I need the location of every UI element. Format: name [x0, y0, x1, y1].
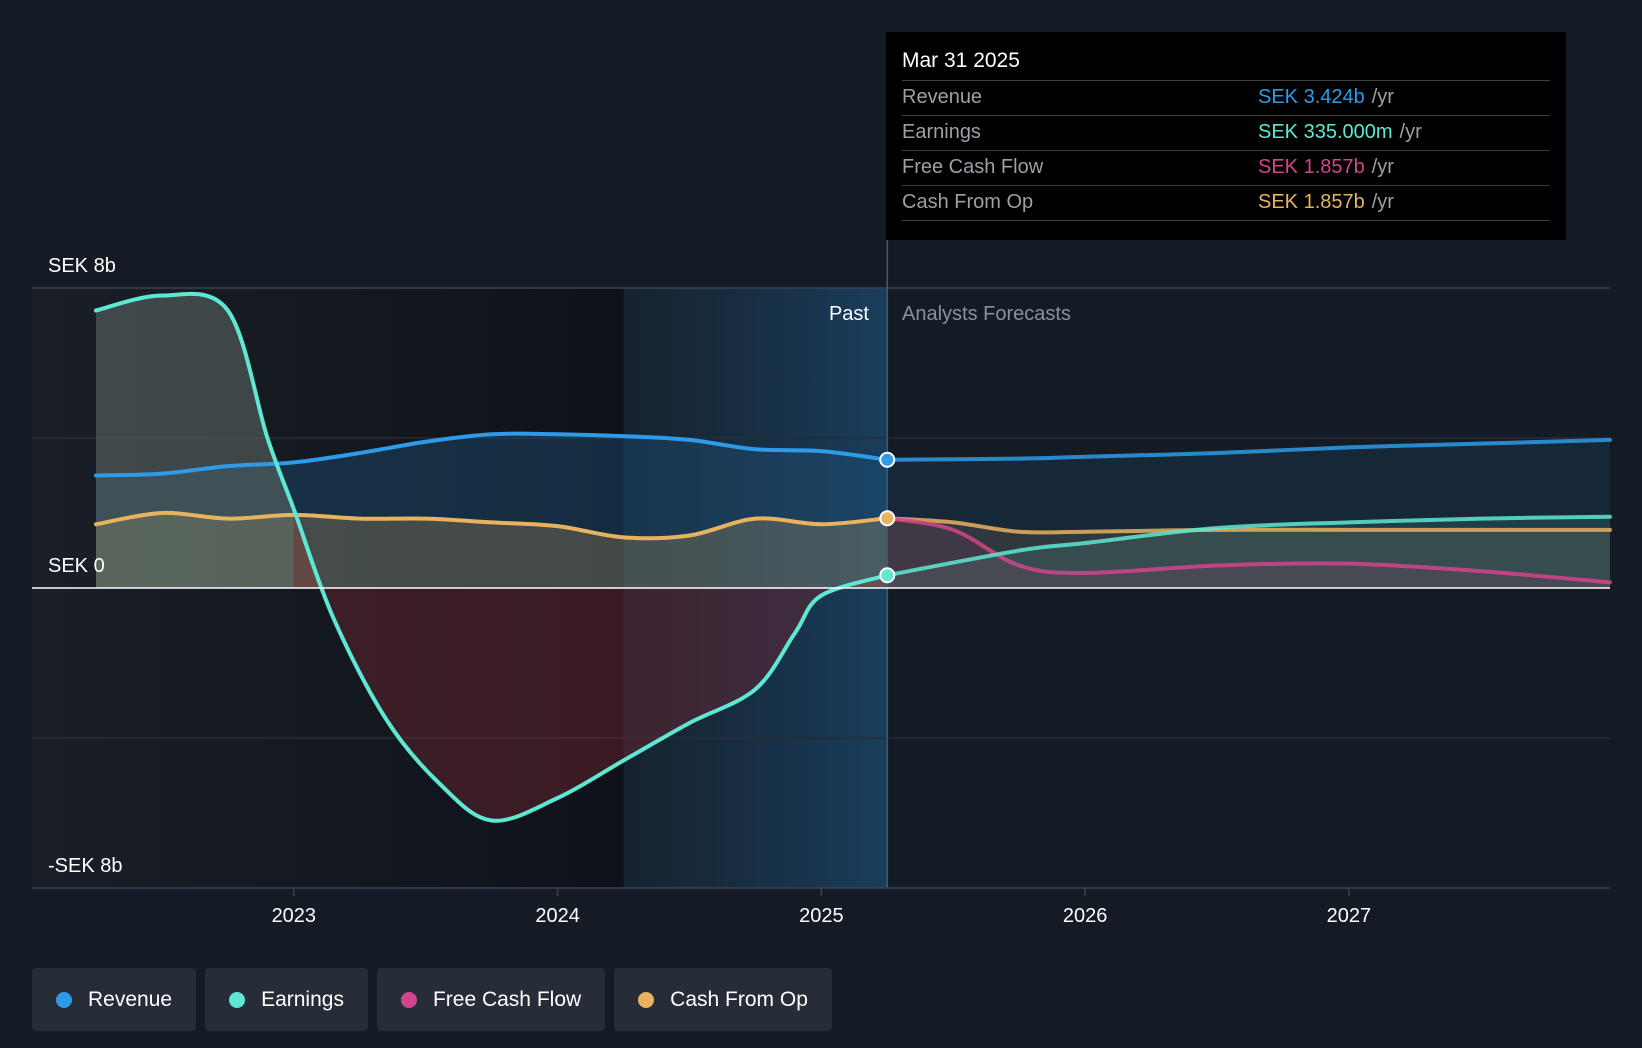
- legend: Revenue Earnings Free Cash Flow Cash Fro…: [32, 968, 832, 1031]
- analysts-forecasts-label: Analysts Forecasts: [902, 303, 1071, 325]
- tooltip-label: Cash From Op: [902, 191, 1034, 213]
- tooltip-row-cash-from-op: Cash From Op SEK 1.857b /yr: [902, 185, 1550, 221]
- cash-from-op-forecast-area: [887, 518, 1610, 588]
- cash-from-op-line-past: [94, 510, 890, 541]
- y-tick-top: SEK 8b: [48, 255, 116, 277]
- revenue-line-forecast: [885, 437, 1612, 462]
- legend-item-cash-from-op[interactable]: Cash From Op: [614, 968, 832, 1031]
- past-label: Past: [829, 303, 869, 325]
- tooltip-label: Earnings: [902, 121, 981, 143]
- tooltip-value: SEK 1.857b: [1258, 156, 1365, 178]
- tooltip-date: Mar 31 2025: [902, 49, 1020, 72]
- tooltip-value: SEK 1.857b: [1258, 191, 1365, 213]
- x-tick-label: 2025: [799, 905, 844, 927]
- cash-from-op-marker: [879, 510, 896, 527]
- revenue-forecast-area: [887, 439, 1610, 588]
- x-tick-label: 2026: [1063, 905, 1108, 927]
- legend-label: Cash From Op: [670, 987, 808, 1011]
- free-cash-flow-forecast-area: [887, 518, 1610, 588]
- earnings-forecast-area: [887, 516, 1610, 588]
- tooltip-unit: /yr: [1371, 156, 1394, 178]
- tooltip-value: SEK 3.424b: [1258, 86, 1365, 108]
- legend-item-earnings[interactable]: Earnings: [205, 968, 368, 1031]
- tooltip-row-earnings: Earnings SEK 335.000m /yr: [902, 115, 1550, 150]
- earnings-line-past: [94, 291, 890, 823]
- revenue-marker: [879, 451, 896, 468]
- legend-label: Free Cash Flow: [432, 987, 582, 1011]
- tooltip-unit: /yr: [1371, 191, 1394, 213]
- cash-from-op-dot-icon: [638, 991, 655, 1008]
- legend-label: Earnings: [261, 987, 344, 1011]
- earnings-dot-icon: [229, 991, 246, 1008]
- tooltip-label: Free Cash Flow: [902, 156, 1044, 178]
- legend-label: Revenue: [88, 987, 173, 1011]
- x-tick-label: 2023: [272, 905, 317, 927]
- y-tick-zero: SEK 0: [48, 555, 105, 577]
- legend-item-revenue[interactable]: Revenue: [32, 968, 197, 1031]
- tooltip-row-free-cash-flow: Free Cash Flow SEK 1.857b /yr: [902, 150, 1550, 185]
- legend-item-free-cash-flow[interactable]: Free Cash Flow: [376, 968, 606, 1031]
- free-cash-flow-line-forecast: [885, 516, 1612, 585]
- x-tick-label: 2027: [1327, 905, 1372, 927]
- revenue-past-area: [96, 433, 888, 588]
- tooltip-label: Revenue: [902, 86, 983, 108]
- revenue-line-past: [94, 431, 890, 478]
- revenue-dot-icon: [56, 991, 72, 1008]
- earnings-line-forecast: [885, 514, 1612, 578]
- y-tick-bottom: -SEK 8b: [48, 855, 122, 877]
- tooltip-row-revenue: Revenue SEK 3.424b /yr: [902, 80, 1550, 115]
- x-tick-label: 2024: [535, 905, 580, 927]
- earnings-marker: [879, 567, 896, 584]
- cash-from-op-past-area: [96, 512, 888, 588]
- tooltip-unit: /yr: [1371, 86, 1394, 108]
- tooltip-unit: /yr: [1399, 121, 1422, 143]
- earnings-past-area: [96, 293, 888, 821]
- tooltip: Mar 31 2025 Revenue SEK 3.424b /yr Earni…: [886, 32, 1566, 240]
- free-cash-flow-dot-icon: [400, 991, 417, 1008]
- tooltip-value: SEK 335.000m: [1258, 121, 1393, 143]
